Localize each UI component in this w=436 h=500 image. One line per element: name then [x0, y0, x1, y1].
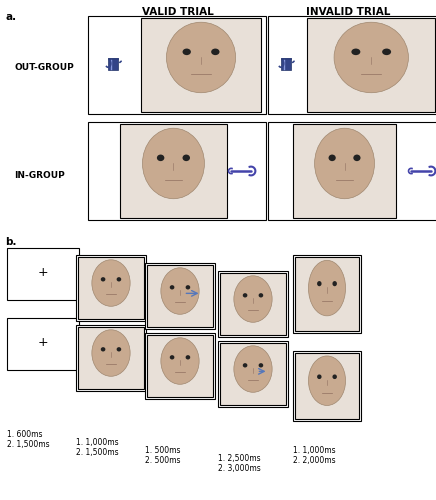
Text: 1. 1,000ms
2. 1,500ms: 1. 1,000ms 2. 1,500ms: [76, 438, 119, 458]
Ellipse shape: [92, 260, 130, 306]
Ellipse shape: [167, 22, 235, 92]
Ellipse shape: [170, 355, 174, 360]
Bar: [88, 16, 266, 114]
Bar: [281, 58, 291, 70]
Bar: [108, 58, 118, 70]
Bar: [218, 271, 288, 337]
Bar: [145, 263, 215, 329]
Text: IN-GROUP: IN-GROUP: [14, 170, 65, 179]
Bar: [76, 325, 146, 391]
Ellipse shape: [161, 268, 199, 314]
Ellipse shape: [243, 293, 247, 298]
Bar: [268, 16, 436, 114]
Text: b.: b.: [5, 237, 17, 247]
Ellipse shape: [382, 48, 391, 55]
Text: +: +: [37, 266, 48, 280]
Ellipse shape: [157, 154, 164, 161]
Ellipse shape: [116, 277, 121, 281]
Ellipse shape: [234, 276, 272, 322]
Text: 1. 500ms
2. 500ms: 1. 500ms 2. 500ms: [145, 446, 181, 466]
Bar: [307, 18, 435, 112]
Ellipse shape: [308, 260, 346, 316]
Bar: [88, 122, 266, 220]
Ellipse shape: [183, 154, 190, 161]
Ellipse shape: [351, 48, 360, 55]
Bar: [108, 58, 118, 59]
Ellipse shape: [317, 374, 322, 379]
Bar: [145, 333, 215, 399]
Ellipse shape: [161, 338, 199, 384]
Ellipse shape: [308, 356, 346, 406]
Bar: [295, 257, 359, 331]
Ellipse shape: [334, 22, 409, 92]
Bar: [295, 353, 359, 419]
Ellipse shape: [186, 355, 190, 360]
Bar: [293, 255, 361, 333]
Ellipse shape: [243, 363, 247, 368]
Bar: [78, 327, 144, 389]
Text: +: +: [37, 336, 48, 349]
Ellipse shape: [329, 154, 336, 161]
Bar: [7, 318, 79, 370]
Text: 1. 600ms
2. 1,500ms: 1. 600ms 2. 1,500ms: [7, 430, 50, 450]
Ellipse shape: [143, 128, 204, 198]
Ellipse shape: [92, 330, 130, 376]
Bar: [78, 257, 144, 319]
Ellipse shape: [234, 346, 272, 393]
Ellipse shape: [211, 48, 219, 55]
Bar: [147, 265, 213, 327]
Bar: [120, 124, 227, 218]
Ellipse shape: [353, 154, 361, 161]
Ellipse shape: [101, 277, 106, 281]
Ellipse shape: [101, 347, 106, 352]
Bar: [268, 122, 436, 220]
Bar: [220, 343, 286, 405]
Bar: [218, 341, 288, 407]
Text: VALID TRIAL: VALID TRIAL: [142, 7, 214, 17]
Ellipse shape: [116, 347, 121, 352]
Bar: [281, 58, 291, 59]
Bar: [220, 273, 286, 335]
Text: INVALID TRIAL: INVALID TRIAL: [306, 7, 390, 17]
Bar: [76, 255, 146, 321]
Bar: [7, 248, 79, 300]
Text: a.: a.: [5, 12, 16, 22]
Ellipse shape: [170, 285, 174, 290]
Ellipse shape: [315, 128, 375, 198]
Text: 1. 2,500ms
2. 3,000ms: 1. 2,500ms 2. 3,000ms: [218, 454, 261, 473]
Bar: [293, 351, 361, 421]
Text: 1. 1,000ms
2. 2,000ms: 1. 1,000ms 2. 2,000ms: [293, 446, 336, 466]
Ellipse shape: [259, 293, 263, 298]
Bar: [147, 335, 213, 397]
Ellipse shape: [183, 48, 191, 55]
Ellipse shape: [186, 285, 190, 290]
Ellipse shape: [317, 281, 322, 286]
Text: OUT-GROUP: OUT-GROUP: [14, 62, 74, 72]
Ellipse shape: [332, 281, 337, 286]
Bar: [141, 18, 261, 112]
Bar: [293, 124, 396, 218]
Ellipse shape: [259, 363, 263, 368]
Ellipse shape: [332, 374, 337, 379]
